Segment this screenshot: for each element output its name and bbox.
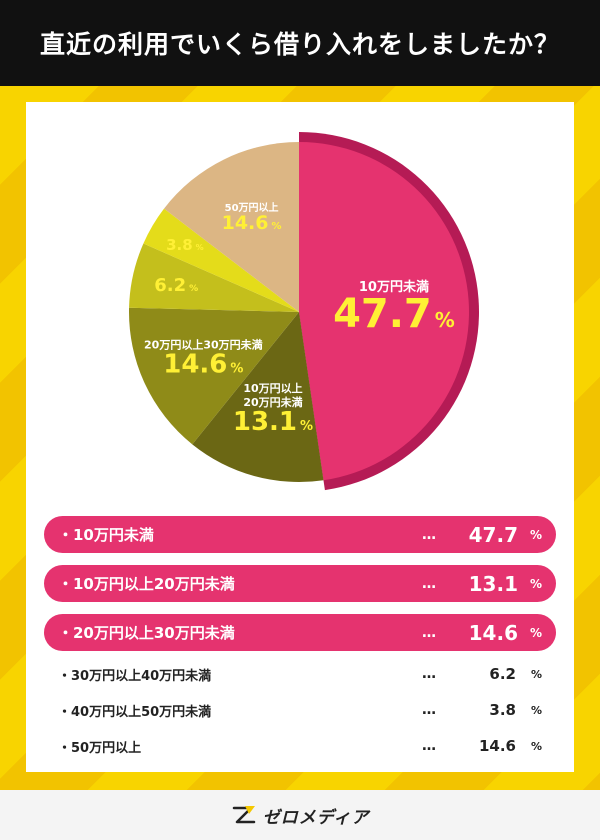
legend-label: ・10万円以上20万円未満 <box>58 575 235 593</box>
legend-value: 14.6 <box>478 737 516 755</box>
legend-row: ・10万円以上20万円未満 … 13.1% <box>44 565 556 602</box>
legend-label: ・30万円以上40万円未満 <box>58 668 212 684</box>
legend-unit: % <box>530 739 542 753</box>
legend-row: ・40万円以上50万円未満 … 3.8% <box>44 699 556 721</box>
chart-card: 10万円未満 47.7% 10万円以上 20万円未満 13.1% 20万円以上30万円未満… <box>26 102 574 772</box>
legend-row: ・20万円以上30万円未満 … 14.6% <box>44 614 556 651</box>
legend-value: 47.7 <box>468 522 518 547</box>
logo-mark-icon <box>232 806 255 824</box>
pie-slice-name: 20万円未満 <box>243 395 302 409</box>
footer: ゼロメディア <box>0 790 600 840</box>
pie-slice-value: 14.6% <box>222 212 282 234</box>
legend-label: ・50万円以上 <box>58 740 142 756</box>
legend: ・10万円未満… 47.7% ・10万円以上20万円未満… 13.1% ・20万円以上3… <box>44 516 556 771</box>
pie-slice-value: 3.8% <box>166 236 204 254</box>
legend-dots: … <box>422 738 437 754</box>
legend-dots: … <box>422 526 437 543</box>
legend-dots: … <box>422 624 437 641</box>
pie-slice-value: 47.7% <box>333 291 455 337</box>
legend-value: 14.6 <box>468 620 518 645</box>
page-title: 直近の利用でいくら借り入れをしましたか？ <box>39 30 560 59</box>
pie-slice <box>129 243 299 312</box>
legend-unit: % <box>529 625 542 640</box>
pie-slice-name: 10万円以上 <box>243 381 302 395</box>
pie-slice <box>164 142 299 312</box>
legend-value: 3.8 <box>489 701 516 719</box>
legend-label: ・40万円以上50万円未満 <box>58 704 212 720</box>
legend-label: ・10万円未満 <box>58 526 154 544</box>
pie-slice-value: 6.2% <box>154 275 198 296</box>
legend-row: ・10万円未満 … 47.7% <box>44 516 556 553</box>
pie-slice <box>192 312 324 482</box>
legend-row: ・30万円以上40万円未満 … 6.2% <box>44 663 556 685</box>
legend-unit: % <box>529 576 542 591</box>
legend-unit: % <box>530 703 542 717</box>
page-header: 直近の利用でいくら借り入れをしましたか？ <box>0 0 600 86</box>
legend-label: ・20万円以上30万円未満 <box>58 624 235 642</box>
pie-slice-name: 10万円未満 <box>359 279 429 295</box>
legend-row: ・50万円以上 … 14.6% <box>44 735 556 757</box>
pie-slice <box>129 307 299 445</box>
logo-text: ゼロメディア <box>262 807 370 828</box>
legend-dots: … <box>422 702 437 718</box>
legend-unit: % <box>529 527 542 542</box>
logo: ゼロメディア <box>231 803 370 828</box>
legend-unit: % <box>530 667 542 681</box>
pie-slice-value: 14.6% <box>163 349 243 379</box>
pie-slice-name: 20万円以上30万円未満 <box>144 337 263 351</box>
legend-value: 6.2 <box>489 665 516 683</box>
legend-dots: … <box>422 666 437 682</box>
pie-slice-name: 50万円以上 <box>225 201 279 214</box>
legend-value: 13.1 <box>468 571 518 596</box>
pie-slice <box>299 142 469 481</box>
legend-dots: … <box>422 575 437 592</box>
pie-slice-value: 13.1% <box>233 407 313 437</box>
pie-slice <box>143 208 299 312</box>
